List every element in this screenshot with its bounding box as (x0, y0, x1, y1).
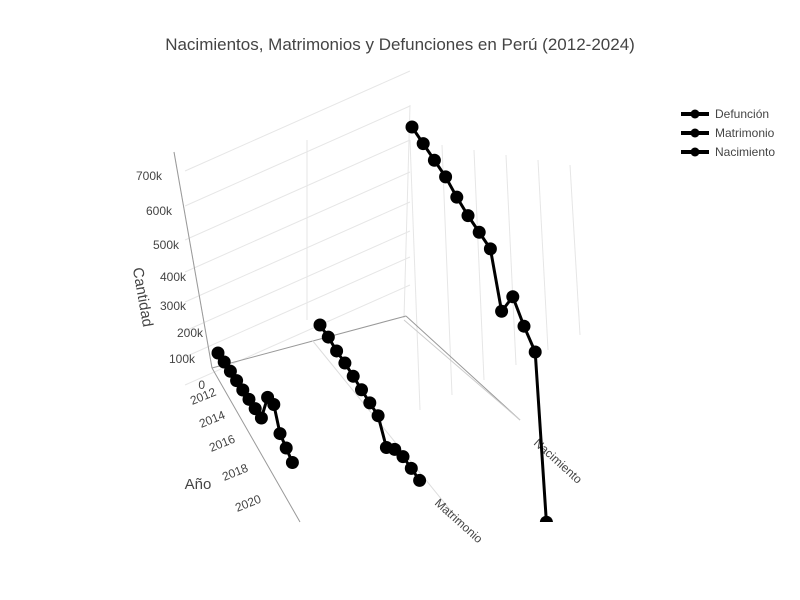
data-point (242, 392, 256, 406)
grid-line (184, 256, 411, 358)
grid-line (184, 70, 411, 172)
grid-line (184, 139, 411, 241)
data-point (396, 450, 410, 464)
legend[interactable]: Defunción Matrimonio Nacimiento (681, 107, 775, 159)
z-tick-label: 600k (146, 204, 173, 218)
data-point (528, 345, 542, 359)
data-point (230, 374, 244, 388)
category-tick-label: Nacimiento (531, 436, 585, 487)
data-point (273, 427, 287, 441)
z-tick-label: 200k (177, 326, 204, 340)
data-point (495, 304, 509, 318)
x-axis-line (211, 367, 301, 523)
grid-line (184, 284, 411, 386)
legend-label: Nacimiento (715, 145, 775, 159)
data-point (450, 190, 464, 204)
x-tick-label: 2012 (188, 385, 218, 408)
data-point (416, 137, 430, 151)
data-point (338, 356, 352, 370)
data-point (346, 369, 360, 383)
z-tick-label: 700k (136, 169, 163, 183)
z-axis-line (173, 151, 213, 369)
legend-marker (690, 109, 700, 119)
data-point (461, 209, 475, 223)
data-point (539, 515, 553, 522)
data-point (371, 409, 385, 423)
floor-edge (405, 315, 521, 421)
data-point (279, 441, 293, 455)
series-layer (211, 120, 553, 522)
data-point (413, 473, 427, 487)
data-point (404, 461, 418, 475)
grid-line (569, 164, 581, 336)
grid-line (184, 105, 411, 207)
data-point (483, 242, 497, 256)
grid-line (537, 159, 549, 351)
data-point (236, 383, 250, 397)
data-point (267, 397, 281, 411)
legend-label: Matrimonio (715, 126, 775, 140)
data-point (321, 330, 335, 344)
legend-item[interactable]: Defunción (681, 107, 769, 121)
grid-line (184, 230, 411, 332)
category-tick-label: Matrimonio (432, 496, 486, 546)
data-point (248, 402, 262, 416)
x-tick-label: 2014 (197, 408, 227, 431)
category-axis-ticks: Matrimonio Nacimiento (432, 436, 585, 546)
data-point (223, 364, 237, 378)
legend-marker (690, 147, 700, 157)
data-point (472, 225, 486, 239)
floor-edge (211, 315, 407, 369)
series-nacimiento (405, 120, 553, 522)
grid (173, 70, 581, 523)
data-point (355, 383, 368, 397)
data-point (285, 455, 299, 469)
data-point (405, 120, 419, 134)
legend-item[interactable]: Matrimonio (681, 126, 775, 140)
data-point (427, 153, 441, 167)
z-tick-label: 0 (198, 378, 205, 392)
legend-item[interactable]: Nacimiento (681, 145, 775, 159)
data-point (363, 396, 377, 410)
series-matrimonio (313, 318, 427, 487)
data-point (254, 411, 268, 425)
data-point (506, 290, 520, 304)
data-point (439, 170, 453, 184)
data-point (330, 344, 344, 358)
x-tick-label: 2020 (233, 492, 263, 515)
grid-line (403, 319, 521, 421)
grid-line (409, 139, 421, 411)
x-axis-title: Año (185, 476, 212, 493)
z-tick-label: 400k (160, 270, 187, 284)
data-point (313, 318, 327, 332)
grid-line (184, 201, 411, 303)
grid-line (505, 154, 517, 366)
legend-marker (690, 128, 700, 138)
chart-title: Nacimientos, Matrimonios y Defunciones e… (165, 35, 635, 54)
grid-line (441, 144, 453, 396)
z-axis-title: Cantidad (129, 266, 156, 328)
grid-line (473, 149, 485, 381)
z-tick-label: 500k (153, 238, 180, 252)
grid-line (184, 171, 411, 273)
z-tick-label: 100k (169, 352, 196, 366)
x-tick-label: 2016 (207, 432, 237, 455)
grid-line (311, 339, 461, 523)
z-tick-label: 300k (160, 299, 187, 313)
data-point (217, 355, 231, 369)
x-tick-label: 2018 (220, 461, 250, 484)
legend-label: Defunción (715, 107, 769, 121)
series-defunción (211, 346, 299, 469)
data-point (517, 319, 531, 333)
